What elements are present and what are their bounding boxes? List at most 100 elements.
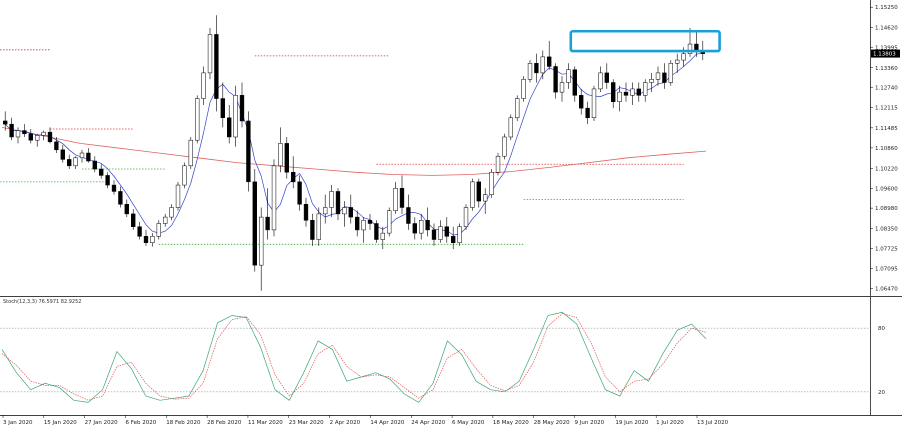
candle [137,221,142,240]
stochastic-panel: Stoch(12,3,3) 76.5971 82.9252 80 20 [0,297,902,416]
candle-body [515,98,520,119]
candle [425,207,430,237]
price-tick-label: 1.13995 [875,45,898,51]
candle-body [604,72,609,83]
candle-body [291,171,296,183]
stochastic-signal-line [1,313,707,401]
candle-body [636,88,641,96]
candle [489,169,494,198]
date-tick-label: 1 Jul 2020 [656,420,684,426]
candle-body [47,131,53,143]
candle [188,136,193,170]
candle-body [438,226,443,240]
candle [463,204,469,230]
candle [239,82,245,128]
candle-body [182,165,187,186]
date-tick-label: 28 Feb 2020 [207,420,242,426]
candle-body [329,191,334,208]
candle [252,169,257,272]
candle-body [406,207,411,224]
date-tick-label: 27 Jan 2020 [85,420,118,426]
candle [316,207,321,246]
candle [99,164,104,179]
date-tick-label: 11 Mar 2020 [248,420,283,426]
date-tick-label: 9 Jun 2020 [575,420,605,426]
candle-body [572,69,577,96]
candle [598,66,603,93]
candle-body [585,107,590,119]
candle-body [540,56,545,74]
candle-body [617,91,622,102]
candle [431,223,437,246]
candle [278,127,283,173]
candle [406,194,411,230]
candle-body [233,95,238,138]
date-tick-label: 6 May 2020 [452,420,485,426]
candle-body [28,133,33,141]
candle [643,79,648,102]
resistance-zone-highlight[interactable] [569,29,721,53]
candle [150,233,155,247]
candle [380,226,385,250]
candle [233,85,238,147]
candle-body [163,216,168,224]
candle [284,136,289,179]
candle [355,210,360,237]
candle [60,144,65,163]
candle [169,204,174,221]
candle [655,66,661,86]
candle [483,188,488,214]
candle-body [9,123,14,138]
level-lines [0,49,684,245]
candle-body [393,188,398,211]
price-tick-label: 1.12740 [875,86,898,92]
candle [92,156,97,173]
candles [3,15,705,291]
current-price-label: 1.13803 [873,52,896,58]
candle-body [444,226,449,237]
candle-body [284,143,289,173]
candle-body [143,236,149,243]
date-tick-label: 2 Apr 2020 [330,420,361,426]
price-panel: 1.15250 1.14620 1.13995 1.13360 1.12740 1.121… [0,0,902,297]
candle [534,53,539,83]
candle [451,226,456,250]
date-tick-label: 13 Jul 2020 [697,420,729,426]
candle [15,127,21,144]
candle-body [687,43,693,54]
candle-body [118,191,123,205]
candle [246,111,251,192]
candle [163,213,168,227]
candle-body [342,207,347,215]
candle [323,194,328,224]
candle-body [431,229,437,240]
candle [527,60,533,83]
candle-body [156,223,161,237]
candle [553,63,558,99]
candle-body [412,223,417,234]
candle-body [73,157,78,167]
moving-average-200-line [1,127,707,176]
price-tick-label: 1.11485 [875,126,898,132]
candle-body [92,160,97,170]
price-tick-label: 1.08980 [875,206,898,212]
candle [124,199,129,218]
candle-body [111,184,117,192]
current-price-box [871,49,900,58]
candle [649,72,654,93]
candle [259,207,264,291]
candle [105,172,110,189]
candle-body [207,34,213,74]
candle-body [348,207,353,218]
candle-body [489,171,494,195]
candle [207,28,213,80]
price-tick-label: 1.13360 [875,66,898,72]
candle-body [655,72,661,80]
candle [662,63,667,89]
candle-body [367,220,373,224]
candle-body [22,130,27,135]
price-axis: 1.15250 1.14620 1.13995 1.13360 1.12740 1.121… [870,5,898,293]
stochastic-title: Stoch(12,3,3) 76.5971 82.9252 [3,299,81,305]
stochastic-main-line [1,311,707,403]
candle-body [463,207,469,227]
